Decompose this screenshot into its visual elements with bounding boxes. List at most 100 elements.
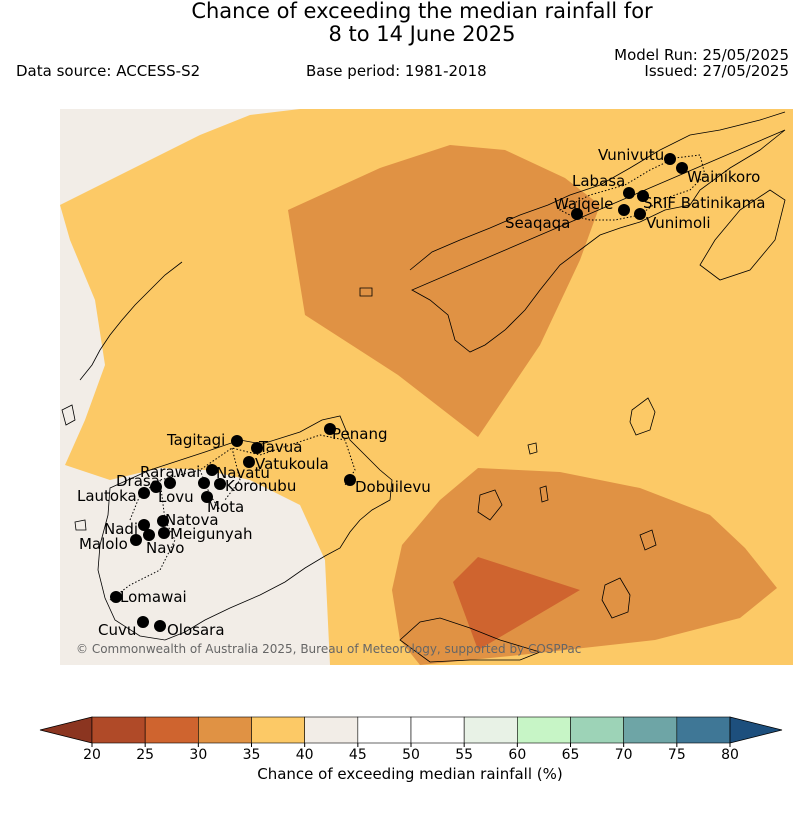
- station-dot-tagitagi: [231, 435, 243, 447]
- islet-1: [539, 485, 549, 503]
- station-dot-lomawai: [110, 591, 122, 603]
- station-label-vatukoula: Vatukoula: [255, 455, 329, 473]
- station-dot-labasa: [623, 187, 635, 199]
- colorbar-tick-label: 30: [189, 747, 207, 763]
- station-dot-vunivutu: [664, 153, 676, 165]
- station-label-mota: Mota: [207, 498, 244, 516]
- colorbar-tick-label: 75: [668, 747, 686, 763]
- station-dot-srif-batinikama: [637, 190, 649, 202]
- station-dot-lautoka: [138, 487, 150, 499]
- colorbar-ticks: 20 25 30 35 40 45 50 55 60 65 70 75 80: [83, 743, 739, 763]
- taveuni-coast: [699, 189, 786, 281]
- station-label-srif-batinikama: SRIF Batinikama: [643, 194, 765, 212]
- colorbar-cell-3: [198, 716, 252, 744]
- station-label-lovu: Lovu: [158, 488, 194, 506]
- koro-coast: [629, 397, 656, 436]
- station-dot-waiqele: [618, 204, 630, 216]
- colorbar-tick-label: 50: [402, 747, 420, 763]
- yasawa-chain: [79, 261, 183, 381]
- colorbar-tick-label: 60: [508, 747, 526, 763]
- station-dot-mota: [201, 491, 213, 503]
- title-line-1: Chance of exceeding the median rainfall …: [191, 0, 653, 23]
- colorbar-cell-10: [570, 716, 624, 744]
- viti-levu-coast: [97, 415, 393, 641]
- coastlines: [61, 111, 786, 663]
- base-period: Base period: 1981-2018: [306, 62, 487, 80]
- station-dot-drasa-2: [164, 477, 176, 489]
- colorbar-cell-4: [251, 716, 305, 744]
- station-dot-olosara: [154, 620, 166, 632]
- station-dot-nadi: [138, 519, 150, 531]
- station-label-nadi: Nadi: [104, 520, 138, 538]
- station-markers: Vunivutu Wainikoro Labasa SRIF Batinikam…: [77, 146, 765, 639]
- title-line-2: 8 to 14 June 2025: [328, 22, 516, 46]
- mamanuca-islets: [61, 404, 87, 531]
- station-label-lautoka: Lautoka: [77, 487, 137, 505]
- station-label-seaqaqa: Seaqaqa: [505, 214, 570, 232]
- station-dot-tavua: [251, 442, 263, 454]
- area-25-30: [453, 557, 580, 650]
- colorbar-tick-label: 55: [455, 747, 473, 763]
- colorbar-cell-11: [623, 716, 678, 744]
- station-label-malolo: Malolo: [79, 535, 128, 553]
- vanua-levu-coast: [409, 111, 786, 353]
- station-label-tavua: Tavua: [258, 438, 302, 456]
- station-label-rarawai: Rarawai: [140, 463, 200, 481]
- station-dot-seaqaqa: [571, 208, 583, 220]
- station-dot-meigunyah: [158, 527, 170, 539]
- station-label-meigunyah: Meigunyah: [170, 525, 252, 543]
- station-label-wainikoro: Wainikoro: [687, 168, 760, 186]
- kadavu-coast: [399, 617, 542, 663]
- colorbar-cells: [91, 716, 731, 744]
- copyright-text: © Commonwealth of Australia 2025, Bureau…: [76, 642, 581, 656]
- station-dot-vatukoula: [243, 456, 255, 468]
- station-dot-cuvu: [137, 616, 149, 628]
- colorbar-cell-5: [304, 716, 359, 744]
- rainfall-map: [60, 109, 793, 665]
- station-label-navatu: Navatu: [216, 464, 270, 482]
- station-label-lomawai: Lomawai: [120, 588, 187, 606]
- station-dot-natova: [157, 515, 169, 527]
- colorbar-tick-label: 70: [615, 747, 633, 763]
- station-label-tagitagi: Tagitagi: [166, 431, 225, 449]
- colorbar-tick-label: 35: [243, 747, 261, 763]
- data-source: Data source: ACCESS-S2: [16, 62, 201, 80]
- colorbar-cell-8: [463, 716, 518, 744]
- station-dot-koronubu: [214, 478, 226, 490]
- station-dot-vunimoli: [634, 208, 646, 220]
- station-dot-navatu: [198, 477, 210, 489]
- station-dot-wainikoro: [676, 162, 688, 174]
- colorbar: 20 25 30 35 40 45 50 55 60 65 70 75 80: [39, 716, 783, 763]
- colorbar-cell-12: [676, 716, 731, 744]
- station-dot-rarawai: [206, 464, 218, 476]
- station-dot-drasa: [150, 481, 162, 493]
- vanua-levu-districts: [558, 154, 706, 221]
- station-dot-malolo: [130, 534, 142, 546]
- station-label-vunivutu: Vunivutu: [598, 146, 664, 164]
- station-dot-dobuilevu: [344, 474, 356, 486]
- station-label-vunimoli: Vunimoli: [646, 214, 711, 232]
- colorbar-under-arrow: [39, 716, 93, 744]
- station-dot-navo: [143, 529, 155, 541]
- station-label-dobuilevu: Dobuilevu: [355, 478, 431, 496]
- colorbar-over-arrow: [729, 716, 783, 744]
- colorbar-cell-2: [144, 716, 199, 744]
- colorbar-cell-7: [410, 716, 465, 744]
- colorbar-cell-1: [91, 716, 146, 744]
- colorbar-tick-label: 40: [296, 747, 314, 763]
- colorbar-tick-label: 80: [721, 747, 739, 763]
- islet-3: [359, 287, 373, 297]
- colorbar-tick-label: 25: [136, 747, 154, 763]
- model-run: Model Run: 25/05/2025: [614, 46, 789, 64]
- colorbar-tick-label: 20: [83, 747, 101, 763]
- station-label-natova: Natova: [165, 511, 219, 529]
- ovalau-coast: [477, 489, 503, 521]
- station-label-koronubu: Koronubu: [225, 477, 296, 495]
- colorbar-title: Chance of exceeding median rainfall (%): [257, 765, 563, 783]
- station-label-labasa: Labasa: [572, 172, 625, 190]
- nairai-coast: [639, 529, 657, 551]
- station-label-drasa: Drasa: [116, 472, 160, 490]
- islet-2: [527, 442, 538, 455]
- colorbar-tick-label: 65: [562, 747, 580, 763]
